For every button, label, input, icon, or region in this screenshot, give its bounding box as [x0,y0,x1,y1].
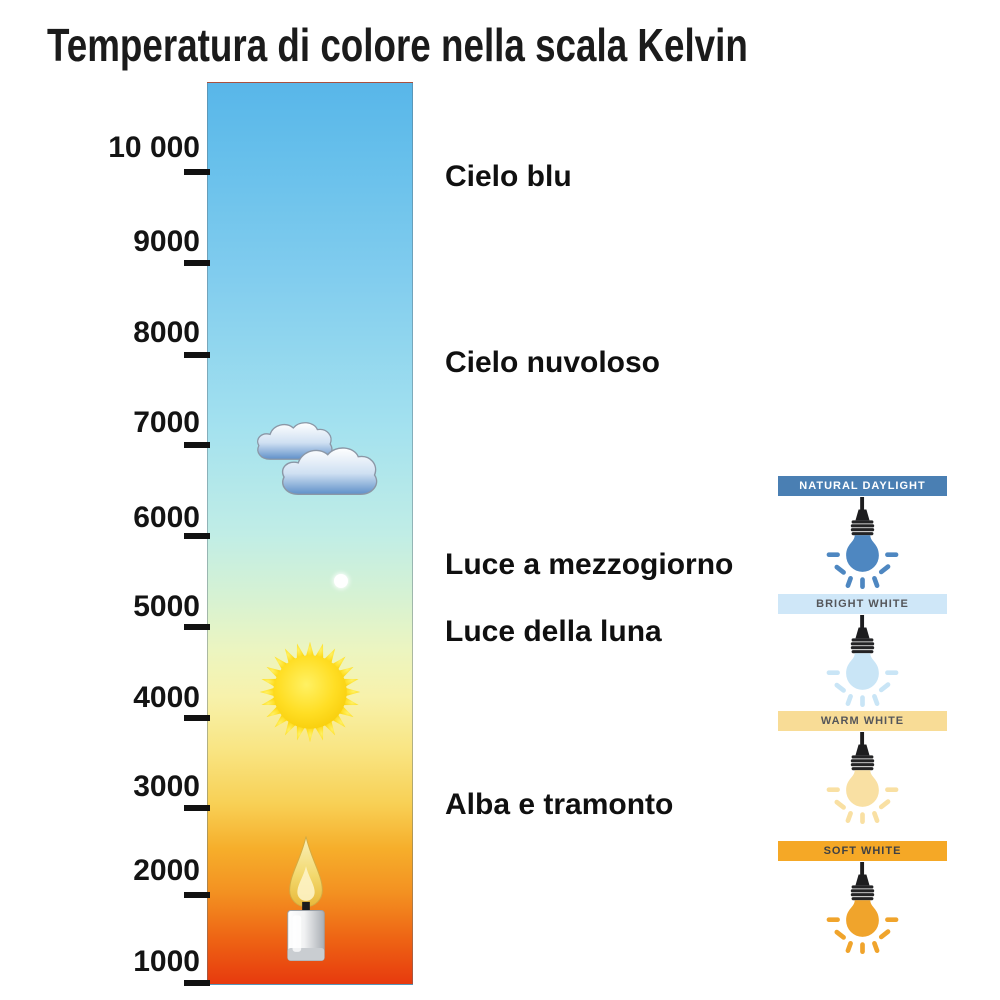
kelvin-label-1000: 1000 [133,945,200,978]
kelvin-label-9000: 9000 [133,225,200,258]
kelvin-gradient-bar [207,82,413,985]
bulb-banner-label: SOFT WHITE [778,841,947,861]
bulb-banner-label: WARM WHITE [778,711,947,731]
bulb-banner-label: NATURAL DAYLIGHT [778,476,947,496]
annotation-cielo-blu: Cielo blu [445,160,572,193]
kelvin-tick [184,892,210,898]
sun-icon [259,641,361,743]
bulb-banner-label: BRIGHT WHITE [778,594,947,614]
kelvin-tick [184,533,210,539]
kelvin-label-6000: 6000 [133,501,200,534]
kelvin-label-8000: 8000 [133,316,200,349]
page-title: Temperatura di colore nella scala Kelvin [47,19,748,71]
annotation-luce-luna: Luce della luna [445,615,662,648]
bulb-card-natural-daylight: NATURAL DAYLIGHT [770,476,955,594]
kelvin-tick [184,169,210,175]
kelvin-label-4000: 4000 [133,681,200,714]
light-bulb-icon [805,615,920,707]
kelvin-tick [184,805,210,811]
annotation-cielo-nuvoloso: Cielo nuvoloso [445,346,661,379]
annotation-luce-mezzogiorno: Luce a mezzogiorno [445,548,734,581]
kelvin-label-5000: 5000 [133,590,200,623]
bulb-card-bright-white: BRIGHT WHITE [770,594,955,712]
kelvin-label-2000: 2000 [133,854,200,887]
kelvin-tick [184,980,210,986]
clouds-icon [257,422,378,496]
kelvin-tick [184,352,210,358]
bulb-card-soft-white: SOFT WHITE [770,841,955,959]
kelvin-tick [184,715,210,721]
light-bulb-icon [805,732,920,824]
annotation-alba-tramonto: Alba e tramonto [445,788,674,821]
kelvin-tick [184,260,210,266]
kelvin-tick [184,624,210,630]
light-bulb-icon [805,497,920,589]
kelvin-label-10000: 10 000 [108,131,200,164]
kelvin-tick [184,442,210,448]
moon-icon [334,574,348,588]
kelvin-label-7000: 7000 [133,406,200,439]
bulb-card-warm-white: WARM WHITE [770,711,955,829]
light-bulb-icon [805,862,920,954]
candle-icon [287,836,325,962]
kelvin-label-3000: 3000 [133,770,200,803]
